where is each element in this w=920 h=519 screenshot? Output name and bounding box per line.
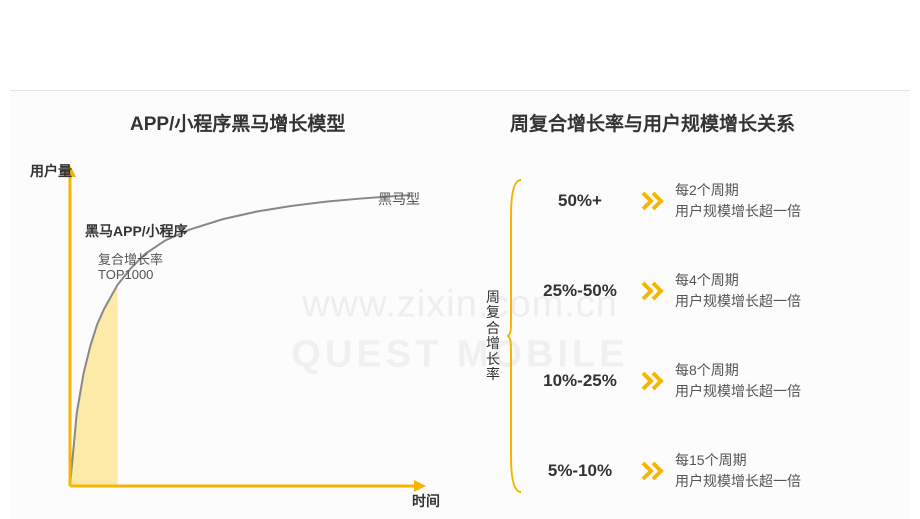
rate-desc-line2: 用户规模增长超一倍	[675, 201, 905, 222]
chart-annotation-title: 黑马APP/小程序	[85, 221, 188, 241]
rate-row: 50%+ 每2个周期用户规模增长超一倍	[525, 176, 905, 226]
rate-description: 每8个周期用户规模增长超一倍	[675, 360, 905, 402]
rate-row: 5%-10% 每15个周期用户规模增长超一倍	[525, 446, 905, 496]
left-panel-title: APP/小程序黑马增长模型	[130, 109, 345, 136]
right-panel-title: 周复合增长率与用户规模增长关系	[510, 109, 795, 136]
rate-row: 10%-25% 每8个周期用户规模增长超一倍	[525, 356, 905, 406]
rate-description: 每2个周期用户规模增长超一倍	[675, 180, 905, 222]
rate-description: 每15个周期用户规模增长超一倍	[675, 450, 905, 492]
rate-range: 5%-10%	[525, 461, 635, 481]
curve-label: 黑马型	[378, 189, 420, 209]
vertical-axis-label: 周复合增长率	[485, 290, 501, 382]
x-axis-label: 时间	[412, 491, 440, 511]
rate-desc-line1: 每4个周期	[675, 270, 905, 291]
chevron-right-icon	[635, 191, 675, 211]
rate-range: 50%+	[525, 191, 635, 211]
infographic-canvas: www.zixin.com.cn QUEST MOBILE APP/小程序黑马增…	[10, 90, 910, 519]
chevron-right-icon	[635, 371, 675, 391]
y-axis-label: 用户量	[30, 161, 72, 181]
rate-desc-line2: 用户规模增长超一倍	[675, 291, 905, 312]
chart-annotation-line2: TOP1000	[98, 267, 153, 282]
growth-model-chart: 用户量 时间 黑马APP/小程序 复合增长率 TOP1000 黑马型	[50, 161, 430, 506]
bracket-icon	[507, 176, 521, 496]
rate-range: 25%-50%	[525, 281, 635, 301]
rate-rows: 50%+ 每2个周期用户规模增长超一倍25%-50% 每4个周期用户规模增长超一…	[525, 176, 905, 496]
chevron-right-icon	[635, 461, 675, 481]
rate-description: 每4个周期用户规模增长超一倍	[675, 270, 905, 312]
growth-rate-table: 周复合增长率 50%+ 每2个周期用户规模增长超一倍25%-50% 每4个周期用…	[485, 176, 905, 496]
rate-row: 25%-50% 每4个周期用户规模增长超一倍	[525, 266, 905, 316]
rate-desc-line1: 每8个周期	[675, 360, 905, 381]
chart-annotation-line1: 复合增长率	[98, 249, 163, 268]
chart-svg	[50, 161, 430, 506]
chevron-right-icon	[635, 281, 675, 301]
rate-desc-line2: 用户规模增长超一倍	[675, 381, 905, 402]
rate-range: 10%-25%	[525, 371, 635, 391]
rate-desc-line1: 每2个周期	[675, 180, 905, 201]
rate-desc-line2: 用户规模增长超一倍	[675, 471, 905, 492]
rate-desc-line1: 每15个周期	[675, 450, 905, 471]
